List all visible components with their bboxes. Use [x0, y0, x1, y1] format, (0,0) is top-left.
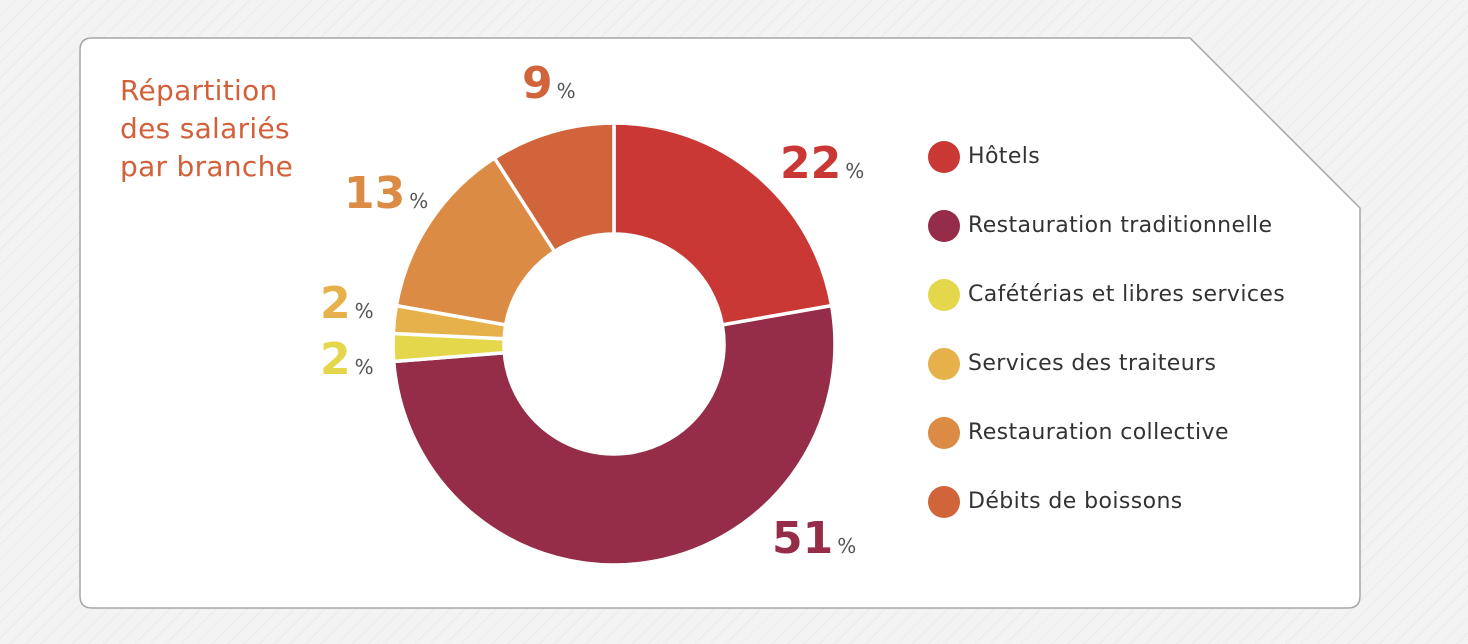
- legend-swatch: [928, 209, 960, 242]
- data-label-unit: %: [837, 534, 856, 558]
- data-label-unit: %: [355, 299, 374, 323]
- legend-swatch: [928, 485, 960, 518]
- legend-item-debits-de-boissons: Débits de boissons: [928, 485, 1285, 518]
- legend: Hôtels Restauration traditionnelle Cafét…: [928, 140, 1285, 554]
- data-label-restauration-collective: 13%: [344, 168, 428, 219]
- data-label-value: 22: [780, 138, 841, 189]
- legend-swatch: [928, 140, 960, 173]
- legend-swatch: [928, 278, 960, 311]
- data-label-hotels: 22%: [780, 138, 864, 189]
- legend-label: Débits de boissons: [968, 489, 1183, 514]
- legend-swatch: [928, 416, 960, 449]
- legend-swatch: [928, 347, 960, 380]
- legend-item-restauration-collective: Restauration collective: [928, 416, 1285, 449]
- data-label-unit: %: [845, 159, 864, 183]
- data-label-cafeterias-et-libres-services: 2%: [320, 334, 374, 385]
- legend-item-restauration-traditionnelle: Restauration traditionnelle: [928, 209, 1285, 242]
- data-label-value: 51: [772, 513, 833, 564]
- legend-label: Services des traiteurs: [968, 351, 1217, 376]
- data-label-debits-de-boissons: 9%: [522, 58, 576, 109]
- card-border: [79, 37, 1361, 609]
- slice-restauration-traditionnelle: [391, 303, 837, 567]
- legend-label: Hôtels: [968, 144, 1041, 169]
- slice-debits-de-boissons: [492, 121, 616, 254]
- title-line-3: par branche: [120, 150, 294, 183]
- legend-item-hotels: Hôtels: [928, 140, 1285, 173]
- legend-label: Restauration traditionnelle: [968, 213, 1273, 238]
- data-label-value: 13: [344, 168, 405, 219]
- title-line-2: des salariés: [120, 112, 290, 145]
- chart-title: Répartition des salariés par branche: [120, 72, 350, 186]
- legend-label: Cafétérias et libres services: [968, 282, 1286, 307]
- title-line-1: Répartition: [120, 74, 278, 107]
- data-label-unit: %: [557, 79, 576, 103]
- data-label-restauration-traditionnelle: 51%: [772, 513, 856, 564]
- slice-hotels: [612, 121, 834, 327]
- legend-item-traiteurs: Services des traiteurs: [928, 347, 1285, 380]
- data-label-value: 9: [522, 58, 553, 109]
- data-label-unit: %: [355, 355, 374, 379]
- data-label-value: 2: [320, 278, 351, 329]
- data-label-unit: %: [409, 189, 428, 213]
- data-label-services-des-traiteurs: 2%: [320, 278, 374, 329]
- legend-item-cafeterias: Cafétérias et libres services: [928, 278, 1285, 311]
- legend-label: Restauration collective: [968, 420, 1229, 445]
- data-label-value: 2: [320, 334, 351, 385]
